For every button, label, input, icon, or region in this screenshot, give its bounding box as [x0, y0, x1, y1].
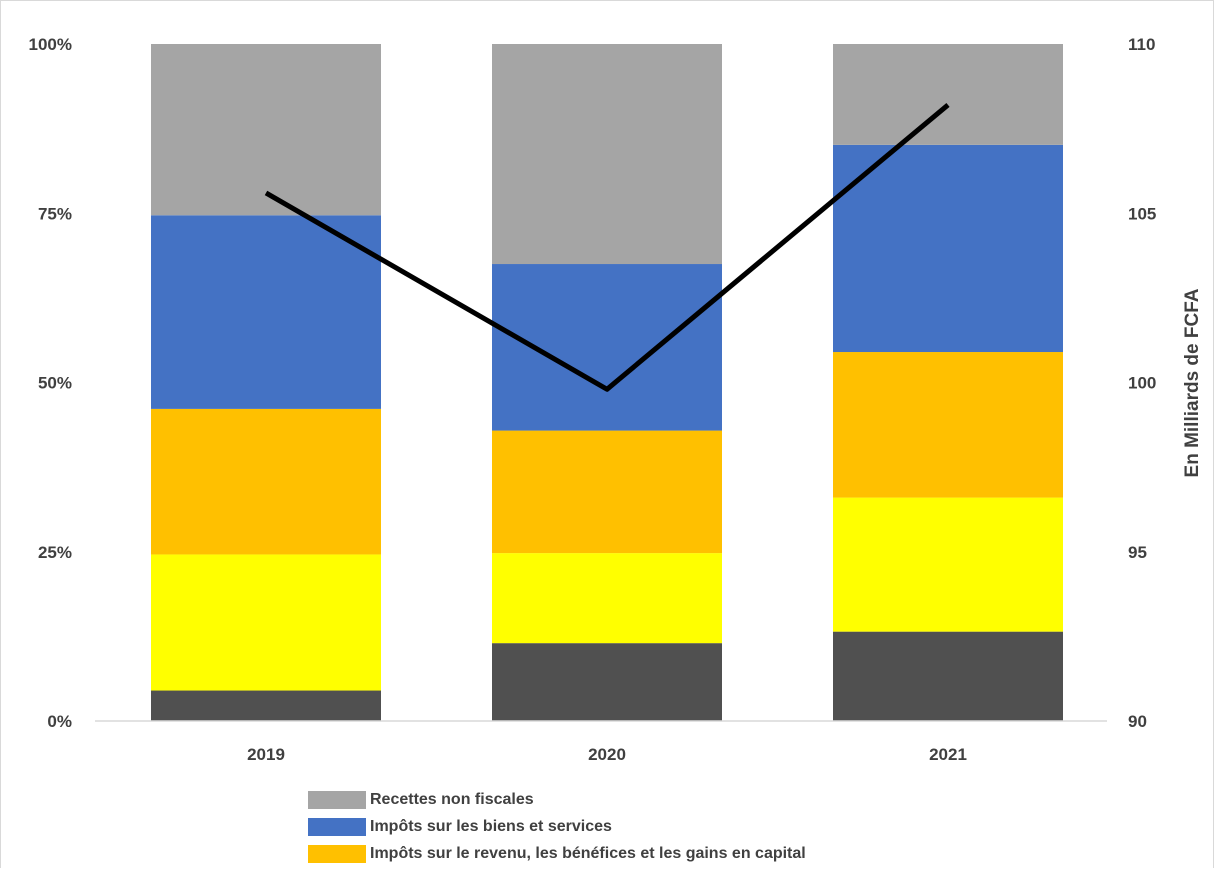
bar-segment-2020-s3: [492, 264, 722, 431]
legend-swatch: [308, 844, 366, 863]
bar-segment-2021-s0: [833, 631, 1063, 721]
right-axis-label: En Milliards de FCFA: [1182, 288, 1203, 477]
bar-segment-2020-s1: [492, 553, 722, 644]
x-axis-ticks: 2019 2020 2021: [247, 745, 967, 764]
total-revenue-line: [264, 103, 950, 392]
legend-label: Recettes non fiscales: [370, 790, 534, 808]
bar-segment-2019-s3: [151, 215, 381, 409]
right-tick-label: 105: [1128, 204, 1156, 223]
left-tick-label: 50%: [38, 374, 72, 393]
bar-segment-2020-s2: [492, 430, 722, 554]
left-tick-label: 0%: [47, 712, 72, 731]
right-tick-label: 110: [1128, 35, 1155, 54]
bar-segment-2021-s1: [833, 497, 1063, 632]
bar-segment-2021-s2: [833, 352, 1063, 498]
legend-swatch: [308, 817, 366, 836]
bar-segment-2020-s0: [492, 643, 722, 721]
x-tick-label-2020: 2020: [588, 745, 626, 764]
left-axis-ticks: 0% 25% 50% 75% 100%: [29, 35, 72, 731]
bar-segment-2020-s4: [492, 44, 722, 265]
bars-group: [151, 44, 1063, 721]
bar-segment-2019-s0: [151, 690, 381, 721]
left-tick-label: 25%: [38, 543, 72, 562]
bar-segment-2021-s4: [833, 44, 1063, 145]
left-tick-label: 100%: [29, 35, 72, 54]
bar-segment-2019-s4: [151, 44, 381, 216]
right-axis-ticks: 90 95 100 105 110: [1128, 35, 1156, 731]
right-tick-label: 90: [1128, 712, 1147, 731]
legend-label: Impôts sur le revenu, les bénéfices et l…: [370, 844, 806, 862]
legend-label: Impôts sur les biens et services: [370, 817, 612, 835]
legend-item: Recettes non fiscales: [308, 786, 806, 813]
bar-segment-2019-s1: [151, 554, 381, 691]
legend: Recettes non fiscales Impôts sur les bien…: [308, 786, 806, 867]
bar-segment-2019-s2: [151, 408, 381, 555]
left-tick-label: 75%: [38, 204, 72, 223]
right-tick-label: 95: [1128, 543, 1147, 562]
x-tick-label-2019: 2019: [247, 745, 285, 764]
x-tick-label-2021: 2021: [929, 745, 967, 764]
legend-swatch: [308, 790, 366, 809]
legend-item: Impôts sur le revenu, les bénéfices et l…: [308, 840, 806, 867]
legend-item: Impôts sur les biens et services: [308, 813, 806, 840]
bar-segment-2021-s3: [833, 144, 1063, 353]
right-tick-label: 100: [1128, 374, 1156, 393]
